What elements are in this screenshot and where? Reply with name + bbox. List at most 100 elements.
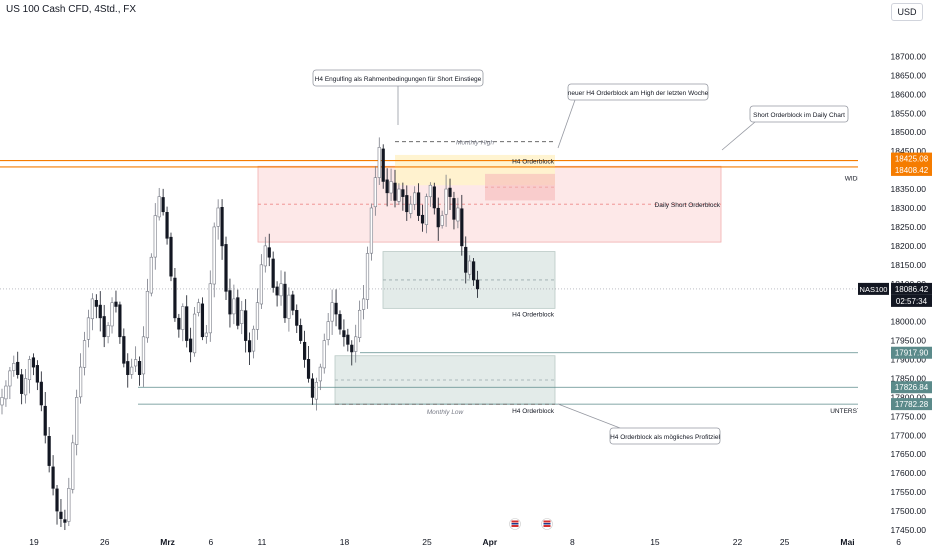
candle-body (354, 336, 358, 352)
candle-body (157, 196, 161, 218)
callout-engulfing-text: H4 Engulfing als Rahmenbedingungen für S… (315, 76, 482, 83)
price-label: 18425.08 (895, 155, 929, 164)
candle-body (161, 197, 165, 213)
callout-short-ob-daily-text: Short Orderblock im Daily Chart (753, 112, 845, 119)
candle-body (228, 290, 232, 315)
candle-body (299, 325, 303, 341)
time-axis-bg (0, 535, 858, 550)
y-tick-label: 18200.00 (891, 241, 927, 251)
candle-body (283, 283, 287, 319)
candle-body (322, 340, 326, 369)
candle-body (279, 283, 283, 297)
x-tick-label: Mrz (160, 537, 175, 547)
y-tick-label: 17500.00 (891, 506, 927, 516)
candle-body (185, 306, 189, 341)
candle-body (114, 301, 118, 307)
candle-body (4, 385, 8, 400)
candle-body (169, 236, 173, 277)
candle-body (192, 313, 197, 354)
candle-body (413, 192, 417, 205)
candle-body (86, 317, 91, 340)
callout-engulfing-box (312, 69, 484, 87)
candle-body (106, 325, 110, 337)
price-label-bg (891, 381, 932, 394)
event-flag-stripe (543, 523, 551, 525)
candle-body (295, 310, 299, 326)
candle-body (271, 258, 275, 288)
candle-body (409, 203, 413, 214)
time-axis: 19 26 Mrz 6 11 18 25 Apr 8 15 22 25 Mai 6 (0, 518, 901, 550)
candle-body (424, 196, 429, 225)
y-tick-label: 17650.00 (891, 449, 927, 459)
candle-body (314, 381, 319, 400)
x-tick-label: 6 (896, 537, 901, 547)
candle-body (240, 309, 244, 324)
candle-body (0, 397, 4, 406)
candle-body (43, 405, 47, 436)
candle-body (468, 260, 472, 275)
y-tick-label: 17550.00 (891, 487, 927, 497)
symbol-tag: NAS100 (860, 285, 888, 294)
candle-body (189, 338, 193, 353)
y-tick-label: 18250.00 (891, 222, 927, 232)
candle-body (287, 294, 291, 319)
candle-body (251, 328, 256, 352)
candle-body (216, 207, 220, 227)
x-tick-label: 11 (258, 537, 267, 547)
callout-short-ob-daily-pointer (721, 121, 756, 151)
x-tick-label: 15 (650, 537, 660, 547)
candle-body (440, 215, 444, 226)
candle-body (373, 177, 377, 208)
candle-body (75, 397, 79, 445)
candle-body (98, 304, 102, 319)
event-flag-stripe (543, 525, 551, 527)
daily-short-orderblock-label: Daily Short Orderblock (655, 202, 721, 209)
candle-body (177, 317, 181, 330)
candle-body (16, 361, 20, 375)
candles (0, 137, 480, 531)
callout-profit-target-text: H4 Orderblock als mögliches Profitziel (610, 434, 720, 441)
candle-body (428, 184, 432, 198)
monthly-low-label: Monthly Low (427, 409, 465, 416)
y-tick-label: 18450.00 (891, 146, 927, 156)
candle-body (401, 189, 405, 197)
candle-body (338, 314, 342, 330)
x-tick-label: 18 (340, 537, 350, 547)
candle-body (460, 208, 464, 247)
y-tick-label: 18300.00 (891, 203, 927, 213)
price-label: 17917.90 (895, 349, 929, 358)
candle-body (444, 188, 448, 215)
candle-body (263, 245, 267, 267)
horizontal-lines (0, 141, 858, 405)
candle-body (471, 261, 476, 281)
candle-body (23, 378, 28, 396)
candle-body (20, 374, 24, 394)
y-tick-label: 17450.00 (891, 525, 927, 535)
y-tick-label: 18650.00 (891, 70, 927, 80)
callout-short-ob-daily-box (749, 105, 849, 123)
candle-body (267, 247, 271, 258)
y-tick-label: 17700.00 (891, 430, 927, 440)
candle-body (82, 340, 87, 368)
candle-body (8, 370, 12, 387)
symbol-title: US 100 Cash CFD, 4Std., FX (6, 4, 137, 15)
callout-short-ob-daily: Short Orderblock im Daily Chart (721, 105, 849, 151)
candle-body (35, 365, 39, 383)
candle-body (416, 192, 421, 216)
candle-body (334, 302, 338, 315)
price-label: 18086.42 (895, 285, 929, 294)
callout-profit-target-box (609, 427, 721, 445)
candle-body (55, 488, 59, 512)
candle-body (71, 442, 75, 490)
callout-new-h4-orderblock: neuer H4 Orderblock am High der letzten … (557, 83, 709, 149)
event-flag-stripe (543, 520, 551, 523)
countdown-bg (891, 294, 932, 307)
y-tick-label: 18150.00 (891, 260, 927, 270)
candle-body (365, 253, 370, 300)
countdown-label: 02:57:34 (896, 297, 928, 306)
candle-body (420, 214, 425, 224)
candle-body (145, 291, 150, 339)
currency-button[interactable]: USD (891, 3, 923, 21)
candle-body (377, 147, 381, 178)
